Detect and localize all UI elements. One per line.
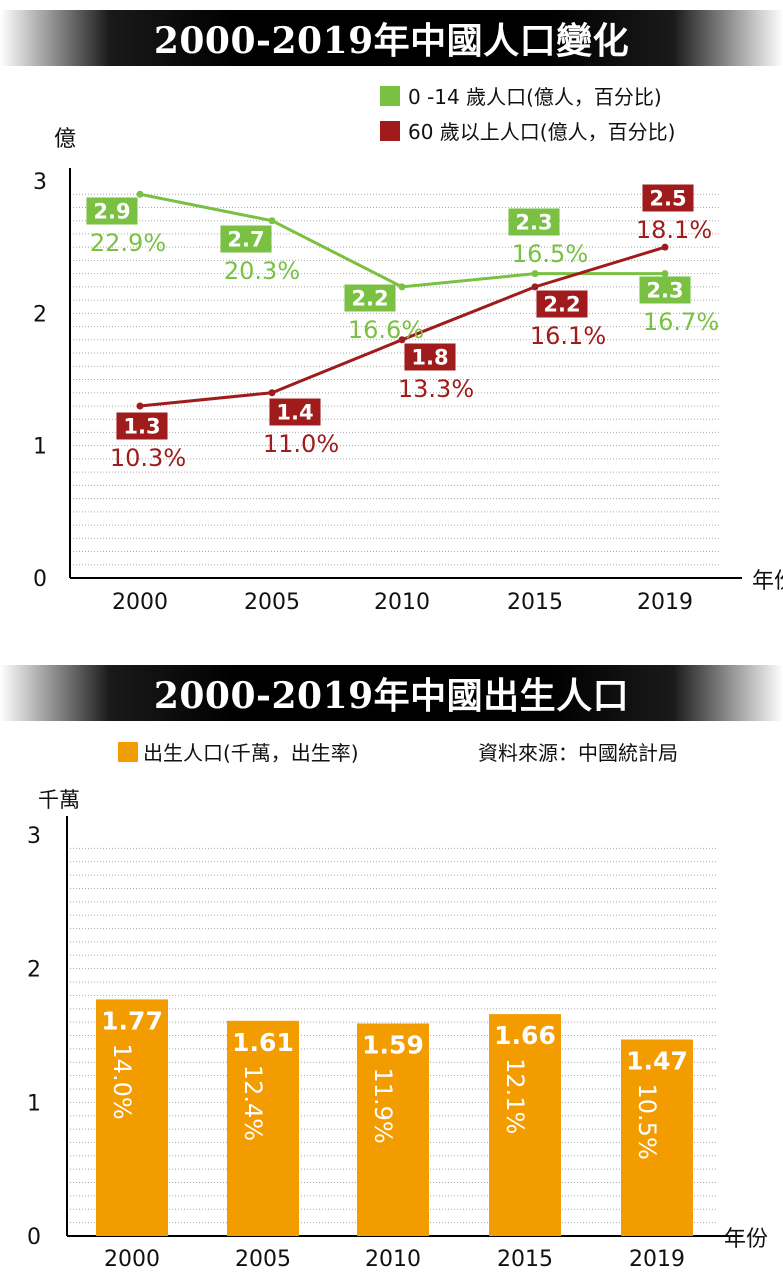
bar-rate-label: 14.0% <box>108 1043 136 1119</box>
red-value-label: 1.8 <box>411 346 448 370</box>
legend-label: 出生人口(千萬，出生率) <box>143 741 359 765</box>
x-tick-label: 2000 <box>112 590 168 615</box>
bar <box>489 1014 561 1236</box>
bar-value-label: 1.61 <box>232 1028 294 1057</box>
green-percent-label: 22.9% <box>90 229 166 257</box>
bar-value-label: 1.47 <box>626 1047 688 1076</box>
bar <box>357 1023 429 1236</box>
red-value-label: 2.5 <box>649 187 686 211</box>
source-note: 資料來源：中國統計局 <box>478 741 678 765</box>
y-tick-label: 3 <box>27 824 41 849</box>
bar <box>96 999 168 1236</box>
red-value-label-bg <box>642 184 694 212</box>
y-axis-label: 億 <box>54 127 76 152</box>
line-chart-title: 2000-2019年中國人口變化 <box>153 20 630 62</box>
y-tick-label: 1 <box>27 1091 41 1116</box>
data-point <box>268 217 276 225</box>
legend-swatch <box>380 121 400 141</box>
green-value-label: 2.3 <box>515 211 552 235</box>
x-axis-label: 年份 <box>752 569 783 594</box>
y-tick-label: 1 <box>33 435 47 460</box>
red-value-label-bg <box>116 412 168 440</box>
bar-rate-label: 10.5% <box>633 1084 661 1160</box>
x-tick-label: 2015 <box>497 1247 553 1272</box>
x-axis-label: 年份 <box>724 1227 768 1252</box>
data-point <box>661 270 669 278</box>
red-percent-label: 13.3% <box>398 375 474 403</box>
data-point <box>661 243 669 251</box>
green-value-label-bg <box>220 225 272 253</box>
bar-value-label: 1.66 <box>494 1021 556 1050</box>
red-value-label: 1.3 <box>123 415 160 439</box>
bar <box>227 1020 299 1236</box>
legend-label: 60 歲以上人口(億人，百分比) <box>408 120 675 144</box>
red-value-label-bg <box>404 343 456 371</box>
x-tick-label: 2015 <box>507 590 563 615</box>
red-value-label-bg <box>536 290 588 318</box>
legend-swatch <box>380 86 400 106</box>
bar-value-label: 1.59 <box>362 1030 424 1059</box>
red-percent-label: 18.1% <box>636 216 712 244</box>
red-value-label: 1.4 <box>276 401 313 425</box>
legend-label: 0 -14 歲人口(億人，百分比) <box>408 85 662 109</box>
red-percent-label: 11.0% <box>263 430 339 458</box>
red-percent-label: 16.1% <box>530 322 606 350</box>
x-tick-label: 2005 <box>235 1247 291 1272</box>
y-tick-label: 3 <box>33 170 47 195</box>
green-percent-label: 16.6% <box>348 316 424 344</box>
red-value-label-bg <box>269 398 321 426</box>
green-percent-label: 20.3% <box>224 257 300 285</box>
bar <box>621 1039 693 1236</box>
bar-rate-label: 12.4% <box>239 1065 267 1141</box>
green-value-label-bg <box>344 284 396 312</box>
bar-rate-label: 11.9% <box>369 1067 397 1143</box>
data-point <box>136 190 144 198</box>
x-tick-label: 2019 <box>629 1247 685 1272</box>
red-percent-label: 10.3% <box>110 444 186 472</box>
x-tick-label: 2010 <box>365 1247 421 1272</box>
legend-swatch <box>118 742 138 762</box>
green-value-label: 2.9 <box>93 200 130 224</box>
x-tick-label: 2019 <box>637 590 693 615</box>
bar-value-label: 1.77 <box>101 1006 163 1035</box>
red-value-label: 2.2 <box>543 293 580 317</box>
data-point <box>398 336 406 344</box>
green-percent-label: 16.7% <box>643 308 719 336</box>
x-tick-label: 2010 <box>374 590 430 615</box>
x-tick-label: 2000 <box>104 1247 160 1272</box>
y-axis-label: 千萬 <box>38 788 80 812</box>
y-tick-label: 2 <box>27 958 41 983</box>
green-value-label: 2.7 <box>227 228 264 252</box>
green-value-label-bg <box>508 208 560 236</box>
data-point <box>531 270 539 278</box>
line-chart-title-banner: 2000-2019年中國人口變化 <box>0 10 783 66</box>
y-tick-label: 0 <box>27 1225 41 1250</box>
green-value-label-bg <box>86 197 138 225</box>
green-value-label: 2.2 <box>351 287 388 311</box>
green-value-label-bg <box>639 276 691 304</box>
y-tick-label: 2 <box>33 302 47 327</box>
data-point <box>268 389 276 397</box>
data-point <box>398 283 406 291</box>
green-value-label: 2.3 <box>646 279 683 303</box>
population-line-chart: 0 1 2 3億年份 2000 2005 2010 2015 2019 0 -14 歲人口(億人，… <box>33 85 783 615</box>
data-point <box>531 283 539 291</box>
bar-rate-label: 12.1% <box>501 1058 529 1134</box>
x-tick-label: 2005 <box>244 590 300 615</box>
y-tick-label: 0 <box>33 567 47 592</box>
bar-chart-title: 2000-2019年中國出生人口 <box>153 675 630 717</box>
data-point <box>136 402 144 410</box>
bar-chart-title-banner: 2000-2019年中國出生人口 <box>0 665 783 721</box>
green-percent-label: 16.5% <box>512 240 588 268</box>
